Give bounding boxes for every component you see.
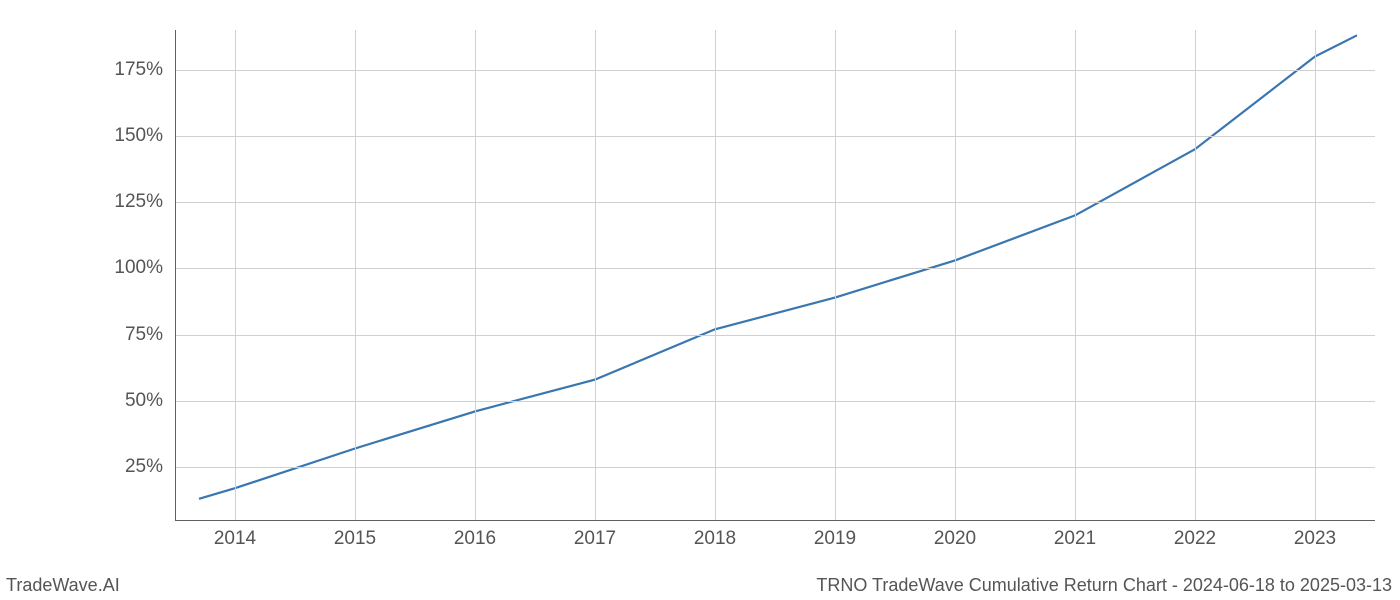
x-tick-label: 2018 bbox=[694, 528, 736, 550]
gridline-vertical bbox=[355, 30, 356, 520]
gridline-vertical bbox=[955, 30, 956, 520]
gridline-horizontal bbox=[175, 268, 1375, 269]
chart-container: 2014 2015 2016 2017 2018 2019 2020 2021 2022 2023… bbox=[0, 0, 1400, 600]
y-tick-label: 50% bbox=[125, 390, 163, 412]
x-tick-label: 2015 bbox=[334, 528, 376, 550]
gridline-horizontal bbox=[175, 335, 1375, 336]
x-tick-label: 2017 bbox=[574, 528, 616, 550]
footer-left-text: TradeWave.AI bbox=[6, 575, 120, 596]
series-line-cumulative-return bbox=[199, 35, 1357, 499]
gridline-vertical bbox=[1075, 30, 1076, 520]
x-tick-label: 2021 bbox=[1054, 528, 1096, 550]
gridline-horizontal bbox=[175, 467, 1375, 468]
x-axis-spine bbox=[175, 520, 1375, 521]
gridline-horizontal bbox=[175, 401, 1375, 402]
gridline-vertical bbox=[715, 30, 716, 520]
x-tick-label: 2022 bbox=[1174, 528, 1216, 550]
gridline-horizontal bbox=[175, 202, 1375, 203]
y-tick-label: 175% bbox=[114, 59, 163, 81]
x-tick-label: 2016 bbox=[454, 528, 496, 550]
y-tick-label: 25% bbox=[125, 456, 163, 478]
footer-right-text: TRNO TradeWave Cumulative Return Chart -… bbox=[816, 575, 1392, 596]
y-tick-label: 100% bbox=[114, 257, 163, 279]
gridline-vertical bbox=[235, 30, 236, 520]
x-tick-label: 2020 bbox=[934, 528, 976, 550]
y-tick-label: 150% bbox=[114, 125, 163, 147]
y-tick-label: 75% bbox=[125, 324, 163, 346]
gridline-vertical bbox=[595, 30, 596, 520]
gridline-vertical bbox=[1195, 30, 1196, 520]
gridline-vertical bbox=[1315, 30, 1316, 520]
plot-area: 2014201520162017201820192020202120222023… bbox=[175, 30, 1375, 520]
y-tick-label: 125% bbox=[114, 191, 163, 213]
x-tick-label: 2023 bbox=[1294, 528, 1336, 550]
gridline-vertical bbox=[835, 30, 836, 520]
y-axis-spine bbox=[175, 30, 176, 520]
gridline-horizontal bbox=[175, 70, 1375, 71]
gridline-horizontal bbox=[175, 136, 1375, 137]
gridline-vertical bbox=[475, 30, 476, 520]
x-tick-label: 2014 bbox=[214, 528, 256, 550]
x-tick-label: 2019 bbox=[814, 528, 856, 550]
